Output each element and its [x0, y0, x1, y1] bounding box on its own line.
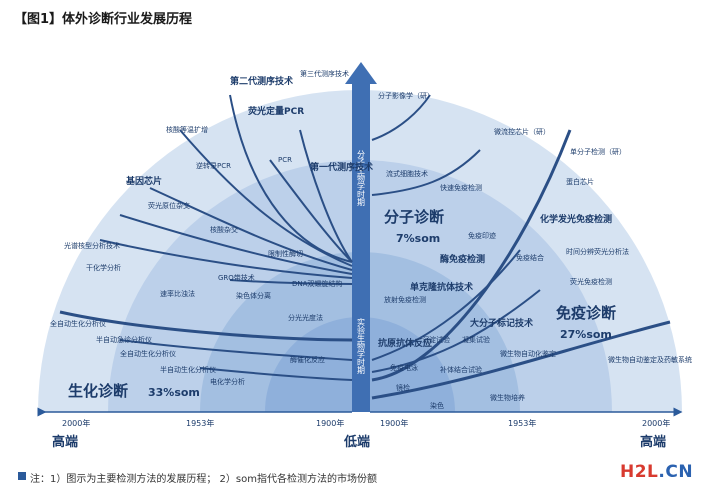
site-logo: H2L.CN: [620, 462, 693, 482]
year-label: 2000年: [642, 418, 670, 428]
branch-line-thick: [59, 310, 353, 342]
node-label: 流式细胞技术: [386, 169, 428, 178]
footnote: 注：1）图示为主要检测方法的发展历程； 2）som指代各检测方法的市场份额: [30, 474, 377, 485]
node-label: 第二代测序技术: [230, 75, 293, 87]
node-label: 荧光免疫检测: [570, 277, 612, 286]
year-label: 1953年: [186, 418, 214, 428]
node-label: 分子影像学（研）: [378, 91, 434, 100]
node-label: 干化学分析: [86, 263, 121, 272]
branch-line: [229, 279, 353, 285]
node-label: 大分子标记技术: [470, 317, 533, 329]
node-label: 单分子检测（研）: [570, 147, 626, 156]
year-label: 2000年: [62, 418, 90, 428]
center-end-label: 低端: [343, 434, 370, 450]
node-label: 微生物培养: [490, 393, 525, 402]
node-label: 电化学分析: [210, 377, 245, 386]
left-end-label: 高端: [52, 434, 78, 450]
node-label: 速率比浊法: [160, 289, 195, 298]
node-label: 微流控芯片（研）: [494, 127, 550, 136]
year-label: 1900年: [380, 418, 408, 428]
logo-part-1: H2L: [620, 462, 659, 482]
node-label: 核酸杂交: [210, 225, 238, 234]
note-marker: [18, 472, 26, 480]
node-label: 半自动生化分析仪: [160, 365, 216, 374]
year-label: 1953年: [508, 418, 536, 428]
branch-line-thick: [371, 129, 572, 382]
node-label: DNA双螺旋结构: [292, 279, 342, 288]
node-label: PCR: [278, 156, 292, 164]
node-label: 染色: [430, 401, 444, 410]
branch-line: [269, 159, 353, 263]
node-label: 光谱核型分析技术: [64, 241, 120, 250]
sector-name-immuno: 免疫诊断: [556, 304, 616, 322]
sector-name-biochem: 生化诊断: [68, 382, 128, 400]
branch-line: [371, 94, 431, 141]
center-arrow-lower-text: 实验生物学时期: [357, 317, 366, 375]
node-label: 免疫结合: [516, 253, 544, 262]
branch-line: [229, 94, 353, 263]
node-label: 化学发光免疫检测: [540, 213, 612, 225]
year-label: 1900年: [316, 418, 344, 428]
logo-part-2: .CN: [658, 462, 694, 482]
figure-title: 【图1】体外诊断行业发展历程: [14, 12, 193, 27]
node-label: 逆转录PCR: [196, 161, 231, 170]
center-arrow-head: [345, 62, 377, 84]
center-arrow-upper-text: 分子生物学时期: [357, 150, 366, 207]
node-label: 快速免疫检测: [440, 183, 482, 192]
branch-line: [299, 129, 353, 263]
node-label: 全自动生化分析仪: [120, 349, 176, 358]
node-label: 凝集试验: [462, 335, 490, 344]
node-label: 基因芯片: [125, 175, 162, 187]
node-label: 分光光度法: [288, 313, 323, 322]
sector-share-immuno: 27%som: [560, 328, 612, 341]
node-label: 免疫电泳: [390, 363, 418, 372]
node-label: 放射免疫检测: [384, 295, 426, 304]
node-label: 酶催化反应: [290, 355, 325, 364]
sector-name-molecular: 分子诊断: [384, 208, 444, 226]
branch-line: [99, 239, 353, 279]
node-label: GRQ带技术: [218, 273, 255, 282]
node-label: 核酸等温扩增: [166, 125, 208, 134]
sector-share-biochem: 33%som: [148, 386, 200, 399]
branch-line-thick: [371, 320, 671, 400]
node-label: 荧光原位杂交: [148, 201, 190, 210]
node-label: 单克隆抗体技术: [410, 281, 473, 293]
node-label: 荧光定量PCR: [248, 105, 304, 117]
branch-line: [149, 187, 353, 271]
node-label: 微生物自动鉴定及药敏系统: [608, 355, 692, 364]
branch-line: [371, 289, 541, 373]
node-label: 染色体分离: [236, 291, 271, 300]
node-label: 沉淀试验: [422, 335, 450, 344]
right-end-label: 高端: [640, 434, 666, 450]
node-label: 蛋白芯片: [566, 177, 594, 186]
node-label: 限制性酶切: [268, 249, 303, 258]
branch-line: [119, 214, 353, 275]
node-label: 镜检: [396, 383, 410, 392]
node-label: 半自动急诊分析仪: [96, 335, 152, 344]
node-label: 微生物自动化鉴定: [500, 349, 556, 358]
node-label: 时间分辨荧光分析法: [566, 247, 629, 256]
node-label: 抗原抗体反应: [378, 337, 432, 349]
sector-share-molecular: 7%som: [396, 232, 440, 245]
branch-line: [179, 129, 353, 267]
node-label: 酶免疫检测: [440, 253, 485, 265]
branch-line: [371, 249, 521, 361]
branch-line: [199, 367, 353, 381]
node-label: 补体结合试验: [440, 365, 482, 374]
node-label: 第三代测序技术: [300, 69, 349, 78]
branch-line: [371, 149, 481, 196]
node-label: 全自动生化分析仪: [50, 319, 106, 328]
branch-line: [119, 339, 353, 361]
node-label: 免疫印迹: [468, 231, 496, 240]
node-label: 第一代测序技术: [310, 161, 373, 173]
center-arrow-shaft: [352, 82, 370, 412]
